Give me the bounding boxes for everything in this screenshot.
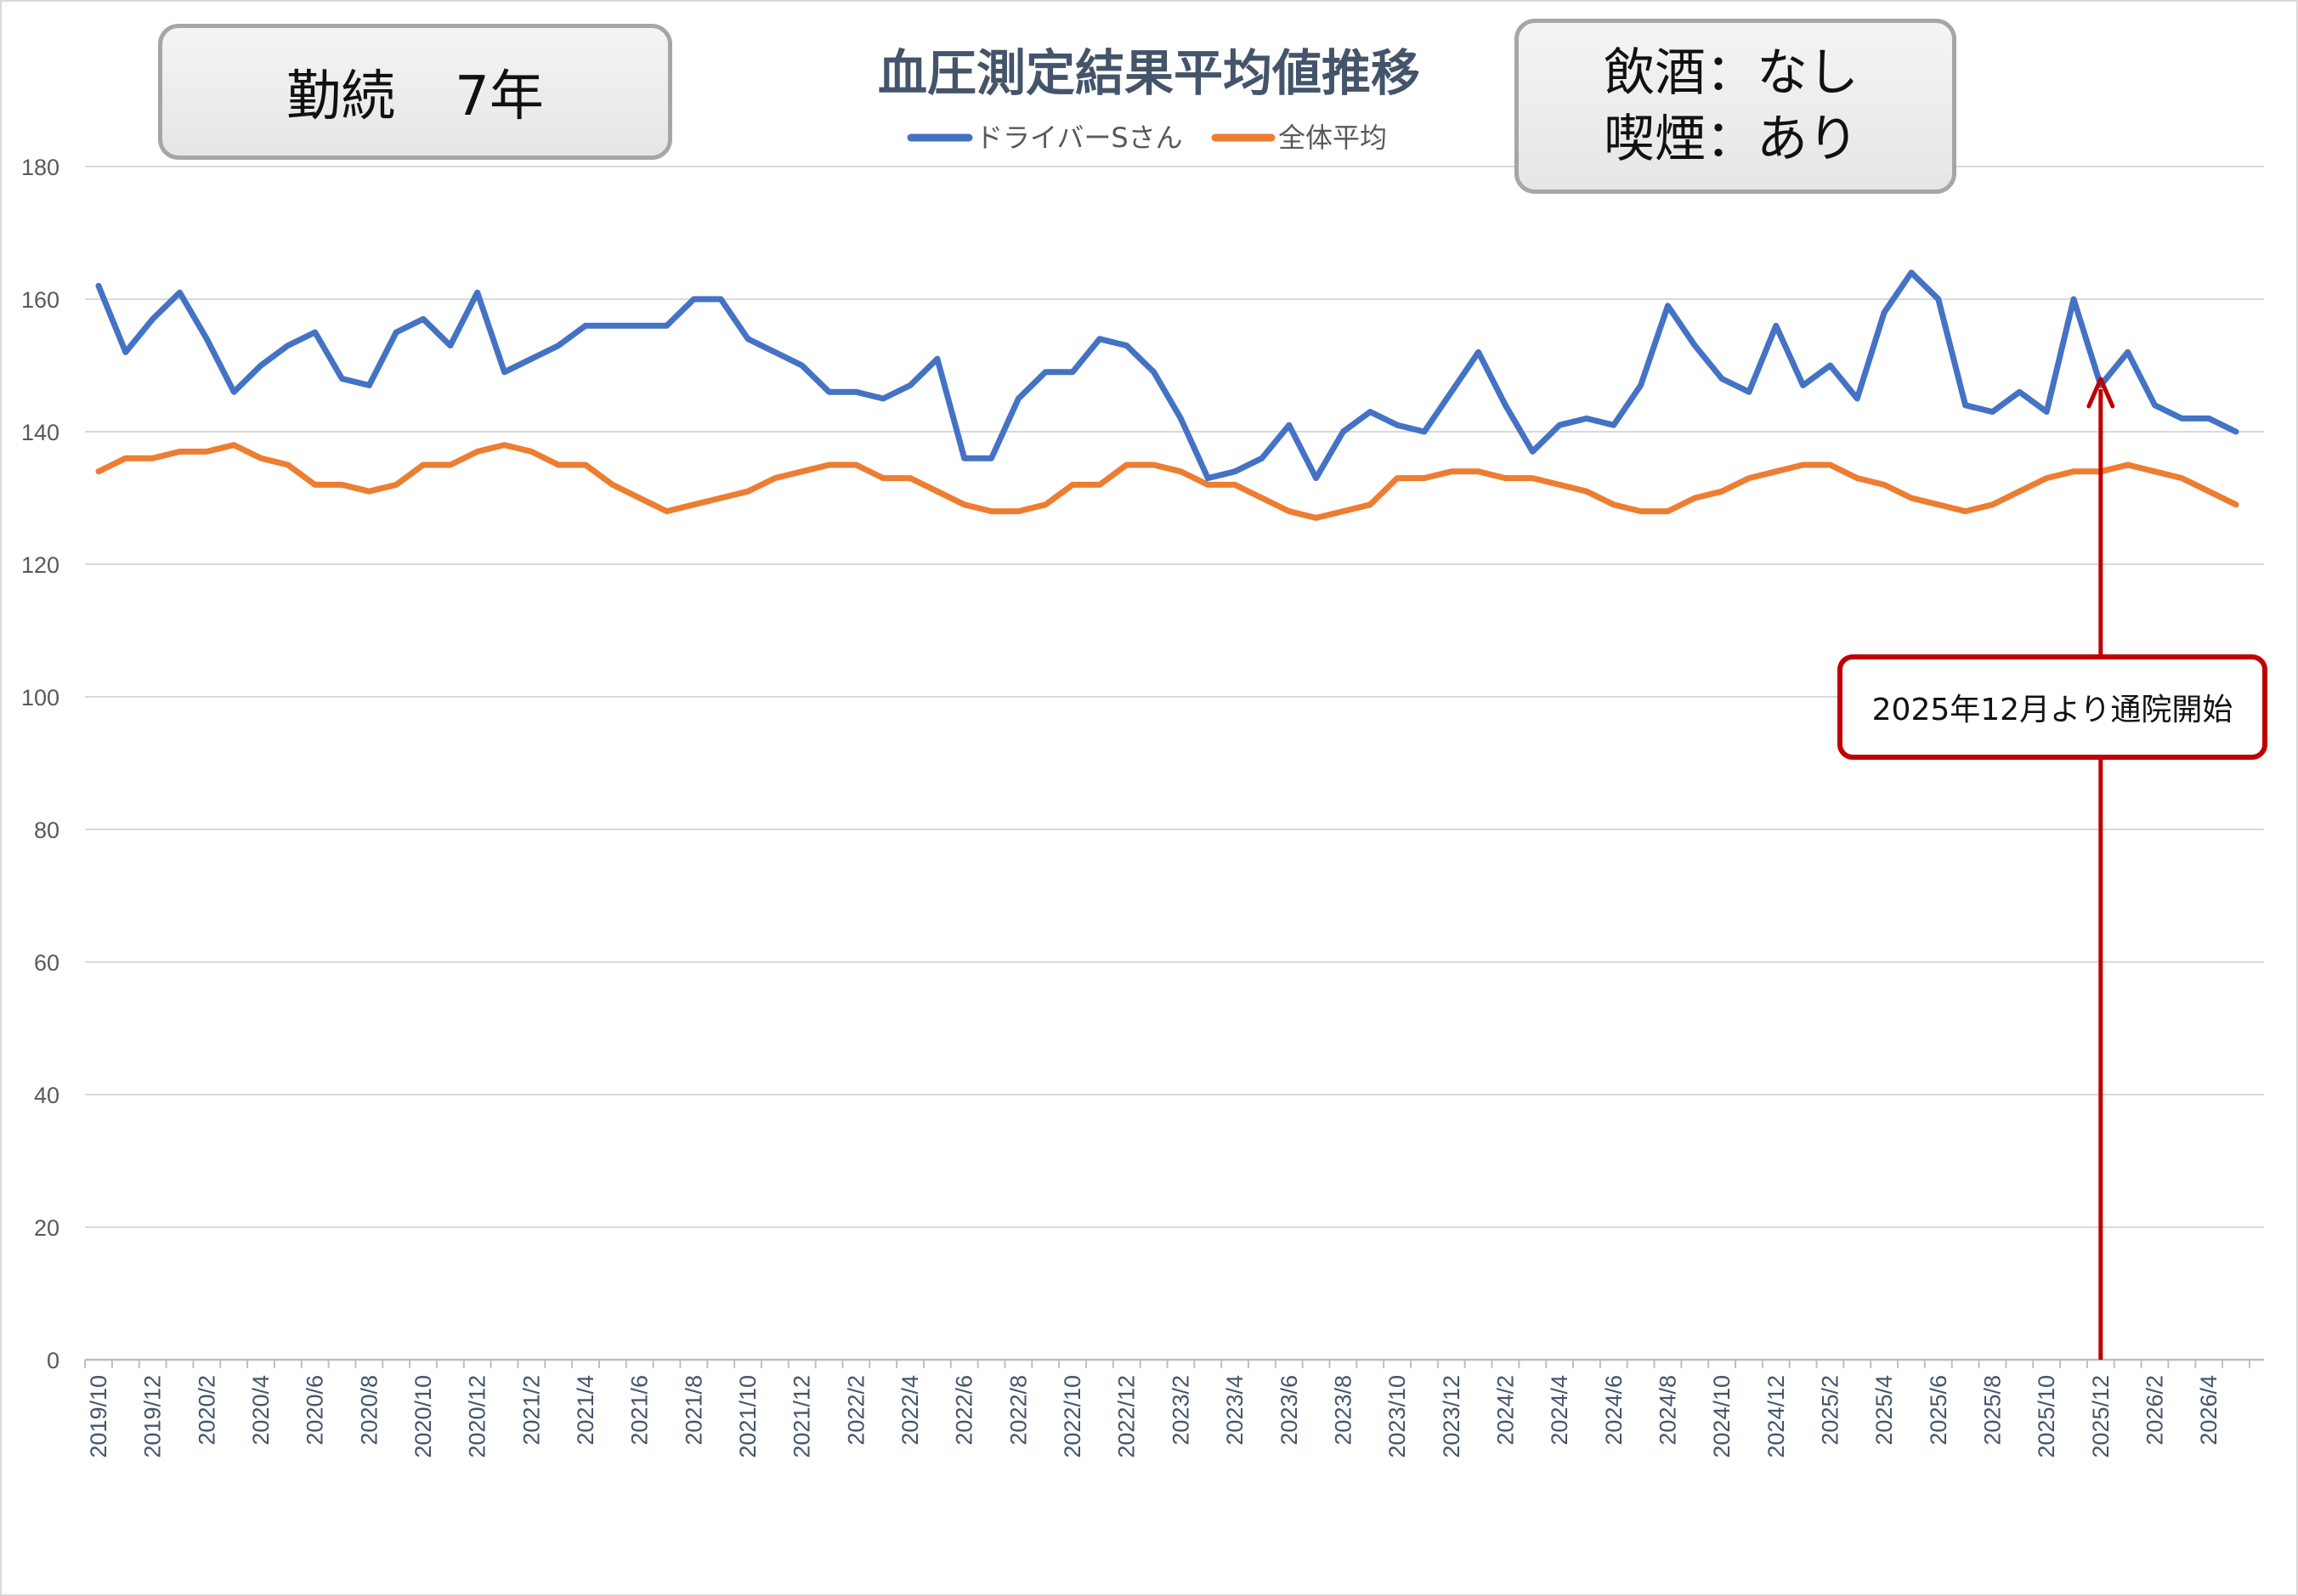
y-tick-label: 80 [34, 818, 59, 843]
x-tick-label: 2020/8 [356, 1375, 382, 1446]
x-tick-label: 2023/4 [1222, 1375, 1248, 1446]
x-tick-label: 2021/8 [681, 1375, 706, 1446]
legend-label-driver: ドライバーSさん [976, 122, 1183, 154]
x-tick-label: 2023/10 [1384, 1375, 1410, 1458]
x-tick-label: 2024/4 [1547, 1375, 1572, 1446]
x-tick-label: 2020/4 [248, 1375, 274, 1446]
y-tick-label: 180 [21, 155, 59, 180]
annotation-arrow-head [2086, 376, 2115, 409]
x-tick-label: 2025/4 [1871, 1375, 1897, 1446]
x-tick-label: 2021/6 [627, 1375, 653, 1446]
x-tick-label: 2024/2 [1492, 1375, 1518, 1446]
x-tick-label: 2020/2 [194, 1375, 219, 1446]
x-tick-label: 2025/2 [1817, 1375, 1842, 1446]
x-tick-label: 2024/6 [1601, 1375, 1627, 1446]
x-tick-label: 2021/4 [573, 1375, 598, 1446]
y-tick-label: 0 [47, 1348, 59, 1373]
annotation-callout: 2025年12月より通院開始 [1837, 654, 2267, 760]
x-tick-label: 2022/8 [1005, 1375, 1031, 1446]
x-tick-label: 2025/8 [1979, 1375, 2005, 1446]
tenure-value: 7年 [455, 65, 544, 128]
x-tick-label: 2021/10 [735, 1375, 761, 1458]
x-tick-label: 2023/8 [1330, 1375, 1356, 1446]
legend-label-average: 全体平均 [1278, 122, 1387, 154]
x-tick-label: 2023/12 [1439, 1375, 1464, 1458]
y-tick-label: 40 [34, 1083, 59, 1108]
x-tick-label: 2020/10 [410, 1375, 436, 1458]
lifestyle-box: 飲酒：なし 喫煙：あり [1514, 19, 1956, 194]
x-tick-label: 2025/12 [2088, 1375, 2114, 1458]
x-tick-label: 2026/2 [2142, 1375, 2167, 1446]
chart-title: 血圧測定結果平均値推移 [878, 44, 1420, 102]
y-tick-label: 60 [34, 950, 59, 976]
x-tick-label: 2022/4 [897, 1375, 923, 1446]
x-tick-label: 2026/4 [2196, 1375, 2222, 1446]
y-tick-label: 100 [21, 685, 59, 710]
series-line-average [95, 442, 2239, 521]
x-tick-label: 2023/2 [1168, 1375, 1193, 1446]
x-tick-label: 2019/10 [86, 1375, 111, 1458]
y-tick-label: 160 [21, 287, 59, 313]
x-tick-label: 2025/10 [2034, 1375, 2059, 1458]
tenure-label: 勤続 [286, 65, 396, 128]
x-tick-label: 2025/6 [1926, 1375, 1951, 1446]
x-tick-label: 2021/12 [790, 1375, 815, 1458]
x-tick-label: 2024/10 [1709, 1375, 1735, 1458]
x-tick-label: 2020/12 [465, 1375, 490, 1458]
x-tick-label: 2020/6 [303, 1375, 328, 1446]
x-tick-label: 2024/12 [1763, 1375, 1789, 1458]
x-tick-label: 2023/6 [1276, 1375, 1302, 1446]
series-line-driver [95, 269, 2239, 482]
tenure-box: 勤続 7年 [158, 24, 672, 160]
y-tick-label: 20 [34, 1215, 59, 1241]
drinking-status: 飲酒：なし [1604, 43, 1859, 103]
x-tick-label: 2022/2 [843, 1375, 869, 1446]
x-tick-label: 2021/2 [518, 1375, 544, 1446]
x-tick-label: 2019/12 [140, 1375, 166, 1458]
x-tick-label: 2022/12 [1114, 1375, 1140, 1458]
x-tick-label: 2024/8 [1655, 1375, 1680, 1446]
x-tick-label: 2022/10 [1060, 1375, 1085, 1458]
annotation-text: 2025年12月より通院開始 [1871, 693, 2233, 727]
y-tick-label: 120 [21, 552, 59, 578]
y-tick-label: 140 [21, 420, 59, 445]
x-tick-label: 2022/6 [952, 1375, 977, 1446]
smoking-status: 喫煙：あり [1604, 110, 1859, 169]
